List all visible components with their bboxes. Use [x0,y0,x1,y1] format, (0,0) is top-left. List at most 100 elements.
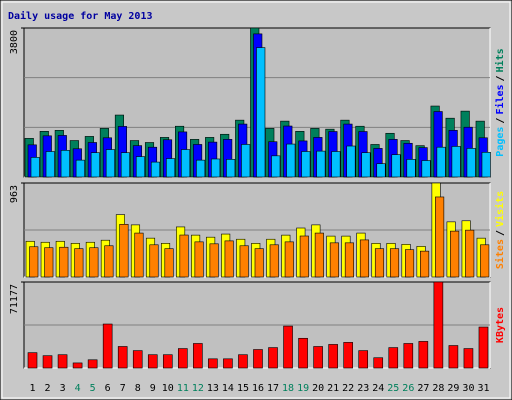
legend-entry: Files [494,84,506,114]
chart-title: Daily usage for May 2013 [8,10,153,22]
bar [30,157,40,178]
bar [89,247,99,278]
x-tick-label: 28 [432,383,444,394]
legend-entry: Sites [494,239,506,269]
bar [344,242,354,278]
bar [328,344,338,369]
bar [359,239,370,278]
bar [102,323,113,369]
x-tick-label: 15 [237,383,249,394]
bar [165,158,176,178]
x-tick-label: 12 [192,383,204,394]
x-tick-label: 22 [342,383,354,394]
bar [241,144,251,178]
bar [178,348,188,369]
x-tick-label: 31 [477,383,489,394]
bar [316,150,326,178]
bar [314,232,324,278]
bar [238,354,248,369]
bar [181,149,191,178]
bar [208,358,218,369]
x-tick-label: 26 [402,383,414,394]
bar [196,159,206,178]
bar [268,347,278,369]
bar [389,248,400,278]
x-tick-label: 11 [177,383,189,394]
x-tick-label: 20 [312,383,324,394]
x-tick-label: 1 [30,383,36,394]
bar [135,156,146,178]
bar [405,249,415,278]
x-tick-label: 19 [297,383,309,394]
bar [465,229,475,278]
bar [75,159,85,178]
bar [358,350,369,369]
bar [450,230,460,278]
x-tick-label: 24 [372,383,384,394]
bar [388,347,399,369]
bar [391,154,401,178]
bar [313,346,323,369]
legend: Pages / Files / Hits [494,48,506,156]
x-tick-label: 18 [282,383,294,394]
bar [361,152,371,178]
bar [331,151,341,178]
x-tick-label: 25 [387,383,399,394]
legend-separator: / [495,230,506,236]
bar [239,245,249,278]
x-tick-label: 4 [75,383,81,394]
bar [150,161,161,178]
bar [433,281,444,369]
bar [301,151,311,178]
x-tick-label: 16 [252,383,264,394]
bar [194,241,204,278]
legend: KBytes [495,307,506,343]
bar [466,148,476,178]
bar [374,248,385,278]
bar [451,146,461,178]
x-tick-label: 2 [45,383,51,394]
bar [373,357,384,369]
bar [223,358,233,369]
bar [435,196,445,278]
bar [87,359,98,369]
bar [478,326,489,369]
x-tick-label: 3 [60,383,66,394]
bar [343,342,353,369]
bar [436,146,446,178]
bar [149,244,159,278]
bar [60,150,70,178]
bar [164,248,174,278]
bar [480,244,490,278]
x-tick-label: 10 [162,383,174,394]
bar [42,355,53,369]
legend-entry: KBytes [495,307,506,343]
bar [162,354,173,369]
bar [45,151,55,178]
bar [298,337,308,369]
x-tick-label: 7 [120,383,126,394]
bar [253,349,263,369]
bar [72,362,83,369]
y-tick-label: 963 [9,185,20,203]
x-tick-label: 23 [357,383,369,394]
bar [284,241,294,278]
bar [74,248,84,278]
bar [403,343,414,369]
bar [226,159,236,178]
bar [271,155,281,178]
bar [209,243,219,278]
bar [117,346,128,369]
legend-entry: Visits [494,191,506,227]
bar [59,246,69,278]
x-tick-label: 17 [267,383,279,394]
bar [269,244,279,278]
y-tick-label: 71177 [9,284,20,314]
bar [132,350,143,369]
bar [147,354,158,369]
y-tick-label: 3800 [9,30,20,54]
bar [27,352,38,369]
bar [44,247,54,278]
